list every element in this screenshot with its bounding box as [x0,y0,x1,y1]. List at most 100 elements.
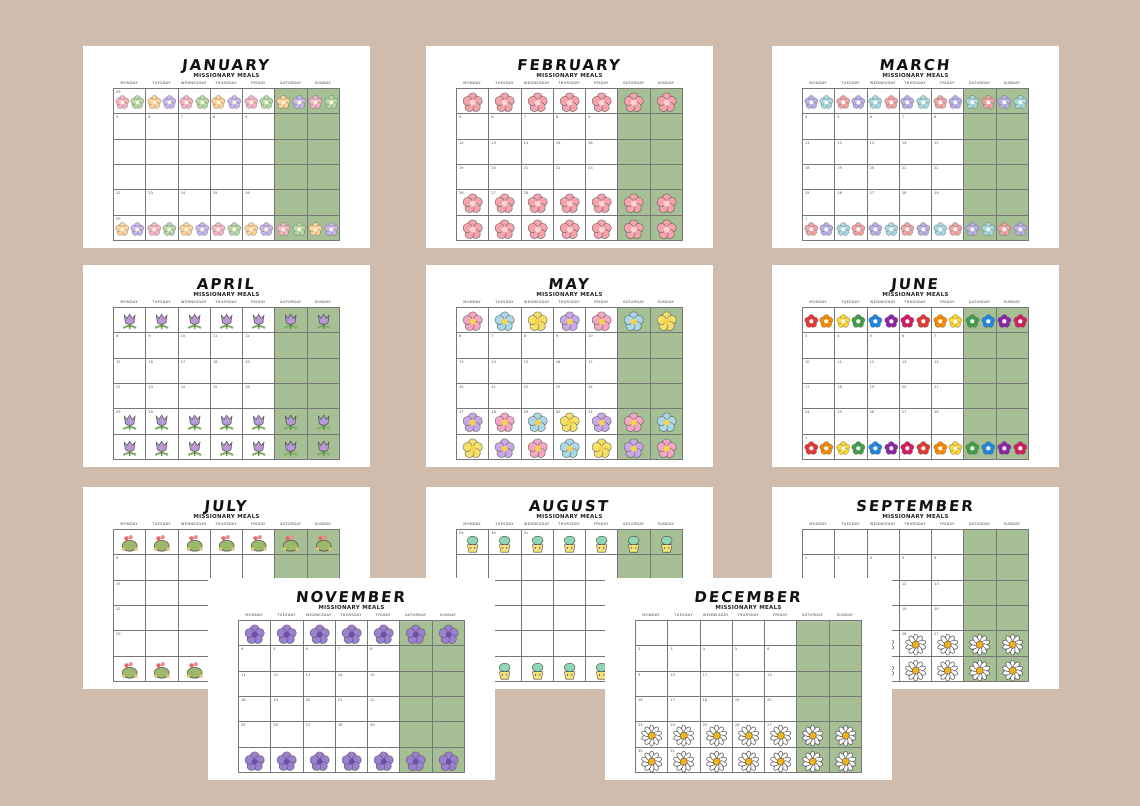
day-cell[interactable] [521,434,554,460]
day-cell[interactable]: 7 [899,114,933,140]
day-cell[interactable]: 26 [899,631,933,657]
day-cell[interactable] [829,621,862,647]
day-cell[interactable] [307,530,340,556]
day-cell[interactable]: 3 [835,555,868,581]
day-cell[interactable] [650,555,683,581]
day-cell[interactable]: 11 [835,358,868,384]
day-cell[interactable] [932,215,965,241]
day-cell[interactable]: 27 [457,409,490,435]
day-cell[interactable] [275,308,308,334]
day-cell[interactable]: 23 [636,722,669,748]
day-cell[interactable] [899,434,933,460]
day-cell[interactable]: 25 [803,190,836,216]
day-cell[interactable] [178,656,211,682]
day-cell[interactable]: 13 [867,139,900,165]
day-cell[interactable] [996,89,1029,115]
day-cell[interactable] [307,164,340,191]
day-cell[interactable]: 12 [732,671,766,697]
day-cell[interactable] [618,434,651,460]
day-cell[interactable] [432,747,465,773]
day-cell[interactable]: 5 [457,114,490,140]
day-cell[interactable] [457,89,490,115]
day-cell[interactable]: 8 [114,555,147,581]
day-cell[interactable]: 19 [835,164,868,191]
day-cell[interactable] [964,333,997,359]
day-cell[interactable] [553,89,587,115]
day-cell[interactable] [400,696,433,723]
day-cell[interactable]: 13 [932,580,965,606]
day-cell[interactable] [996,631,1029,657]
day-cell[interactable]: 7 [335,646,369,672]
day-cell[interactable]: 13 [457,358,490,384]
day-cell[interactable] [307,215,340,241]
day-cell[interactable]: 27 [489,190,522,216]
day-cell[interactable] [275,434,308,460]
day-cell[interactable]: 24 [586,383,619,410]
day-cell[interactable]: 4 [239,646,272,672]
day-cell[interactable]: 11 [700,671,733,697]
day-cell[interactable] [275,114,308,140]
day-cell[interactable] [275,190,308,216]
day-cell[interactable]: 8 [368,646,401,672]
day-cell[interactable] [521,631,554,657]
day-cell[interactable] [765,621,798,647]
day-cell[interactable]: 23 [146,190,179,216]
day-cell[interactable] [996,383,1029,410]
day-cell[interactable] [271,621,304,647]
day-cell[interactable] [243,215,276,241]
day-cell[interactable]: 6 [303,646,336,672]
day-cell[interactable]: 3 [803,333,836,359]
day-cell[interactable] [521,89,554,115]
day-cell[interactable] [932,530,965,556]
day-cell[interactable] [700,621,733,647]
day-cell[interactable] [964,114,997,140]
day-cell[interactable] [553,580,587,606]
day-cell[interactable] [146,580,179,606]
day-cell[interactable] [178,164,211,191]
day-cell[interactable] [586,215,619,241]
day-cell[interactable] [797,671,830,697]
day-cell[interactable] [586,555,619,581]
day-cell[interactable]: 7 [521,114,554,140]
day-cell[interactable] [996,580,1029,606]
day-cell[interactable]: 6 [146,114,179,140]
day-cell[interactable] [867,434,900,460]
day-cell[interactable] [457,308,490,334]
day-cell[interactable] [210,434,244,460]
day-cell[interactable]: 4 [803,114,836,140]
day-cell[interactable] [146,631,179,657]
day-cell[interactable]: 10 [178,333,211,359]
day-cell[interactable] [275,333,308,359]
day-cell[interactable] [829,747,862,773]
day-cell[interactable] [275,89,308,115]
day-cell[interactable] [307,383,340,410]
day-cell[interactable] [400,646,433,672]
day-cell[interactable] [307,114,340,140]
day-cell[interactable]: 20 [867,164,900,191]
day-cell[interactable]: 14 [521,139,554,165]
day-cell[interactable]: 29 [114,409,147,435]
day-cell[interactable]: 15 [553,139,587,165]
day-cell[interactable] [964,530,997,556]
day-cell[interactable] [803,530,836,556]
day-cell[interactable]: 26 [243,190,276,216]
day-cell[interactable] [797,646,830,672]
day-cell[interactable] [271,747,304,773]
day-cell[interactable] [996,530,1029,556]
day-cell[interactable] [146,139,179,165]
day-cell[interactable]: 20 [489,164,522,191]
day-cell[interactable] [867,89,900,115]
day-cell[interactable] [243,409,276,435]
day-cell[interactable] [618,114,651,140]
day-cell[interactable]: 21 [932,383,965,410]
day-cell[interactable] [178,308,211,334]
day-cell[interactable] [586,190,619,216]
day-cell[interactable] [996,190,1029,216]
day-cell[interactable] [553,215,587,241]
day-cell[interactable] [178,89,211,115]
day-cell[interactable]: 19 [457,164,490,191]
day-cell[interactable] [668,621,701,647]
day-cell[interactable] [243,530,276,556]
day-cell[interactable] [457,215,490,241]
day-cell[interactable]: 6 [867,114,900,140]
